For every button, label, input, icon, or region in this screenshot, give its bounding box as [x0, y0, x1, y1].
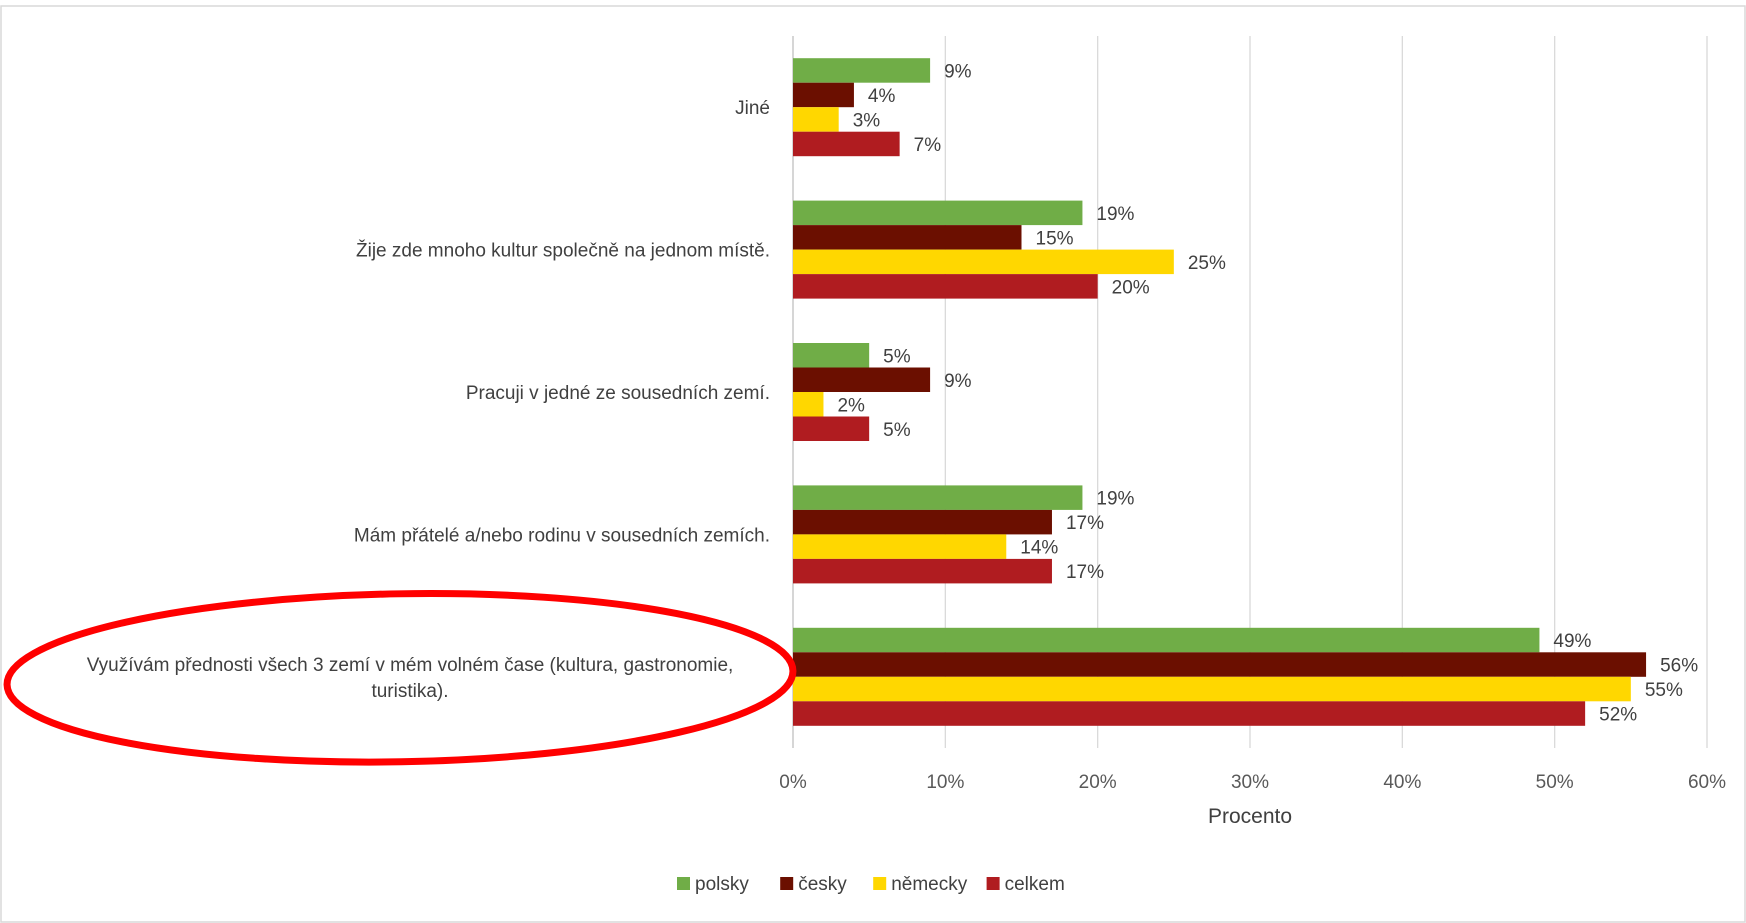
x-tick-label: 40%	[1383, 772, 1421, 793]
bar-česky	[793, 225, 1022, 250]
x-tick-label: 10%	[926, 772, 964, 793]
data-label: 5%	[883, 346, 911, 367]
bar-německy	[793, 249, 1174, 275]
legend-label-česky: česky	[798, 874, 847, 895]
x-tick-label: 0%	[779, 772, 807, 793]
x-tick-label: 30%	[1231, 772, 1269, 793]
category-labels: Jiné Žije zde mnoho kultur společně na je…	[87, 98, 770, 702]
data-label: 4%	[868, 86, 896, 107]
x-axis-title: Procento	[1208, 805, 1292, 828]
bar-celkem	[793, 558, 1052, 584]
bar-polsky	[793, 343, 870, 368]
bar-polsky	[793, 58, 931, 83]
bar-celkem	[793, 416, 870, 441]
data-label: 55%	[1645, 680, 1683, 701]
bar-německy	[793, 107, 839, 132]
bar-celkem	[793, 274, 1098, 299]
category-label: Pracuji v jedné ze sousedních zemí.	[466, 383, 770, 404]
category-label: Žije zde mnoho kultur společně na jednom…	[356, 240, 770, 262]
legend-label-celkem: celkem	[1005, 874, 1065, 895]
bar-celkem	[793, 131, 900, 157]
data-labels: 9% 4% 3% 7% 19% 15% 25% 20% 5% 9% 2% 5% 19% 17% 14% 17%…	[837, 61, 1698, 725]
bars	[793, 58, 1647, 726]
bar-polsky	[793, 485, 1083, 510]
data-label: 17%	[1066, 562, 1104, 583]
bar-česky	[793, 652, 1647, 677]
x-tick-labels: 0% 10% 20% 30% 40% 50% 60%	[779, 772, 1726, 793]
category-label: turistika).	[371, 681, 448, 702]
category-label: Mám přátelé a/nebo rodinu v sousedních z…	[354, 525, 770, 546]
data-label: 3%	[853, 110, 881, 131]
bar-polsky	[793, 627, 1540, 653]
legend-swatch-celkem	[986, 877, 1000, 890]
bar-německy	[793, 392, 824, 417]
x-tick-label: 50%	[1536, 772, 1574, 793]
bar-polsky	[793, 200, 1083, 226]
data-label: 56%	[1660, 656, 1698, 677]
data-label: 49%	[1553, 631, 1591, 652]
bar-německy	[793, 676, 1631, 702]
bar-česky	[793, 367, 931, 392]
data-label: 25%	[1188, 253, 1226, 274]
highlight-annotation	[3, 590, 797, 766]
bar-česky	[793, 82, 854, 108]
chart-border	[0, 5, 1746, 923]
highlight-ellipse	[3, 590, 797, 766]
data-label: 7%	[914, 135, 942, 156]
legend: polsky česky německy celkem	[677, 874, 1065, 895]
data-label: 9%	[944, 61, 972, 82]
data-label: 5%	[883, 420, 911, 441]
x-tick-label: 60%	[1688, 772, 1726, 793]
bar-německy	[793, 534, 1007, 559]
data-label: 17%	[1066, 513, 1104, 534]
category-label: Využívám přednosti všech 3 zemí v mém vo…	[87, 655, 734, 676]
legend-label-německy: německy	[891, 874, 968, 895]
data-label: 19%	[1096, 489, 1134, 510]
data-label: 15%	[1036, 228, 1074, 249]
category-label: Jiné	[735, 98, 770, 119]
data-label: 20%	[1112, 277, 1150, 298]
data-label: 9%	[944, 371, 972, 392]
x-tick-label: 20%	[1079, 772, 1117, 793]
data-label: 14%	[1020, 538, 1058, 559]
data-label: 2%	[837, 395, 865, 416]
bar-celkem	[793, 701, 1586, 726]
legend-swatch-česky	[780, 877, 794, 890]
legend-swatch-německy	[873, 877, 887, 890]
legend-swatch-polsky	[677, 877, 690, 890]
data-label: 19%	[1096, 204, 1134, 225]
bar-česky	[793, 509, 1052, 535]
data-label: 52%	[1599, 705, 1637, 726]
legend-label-polsky: polsky	[695, 874, 749, 895]
